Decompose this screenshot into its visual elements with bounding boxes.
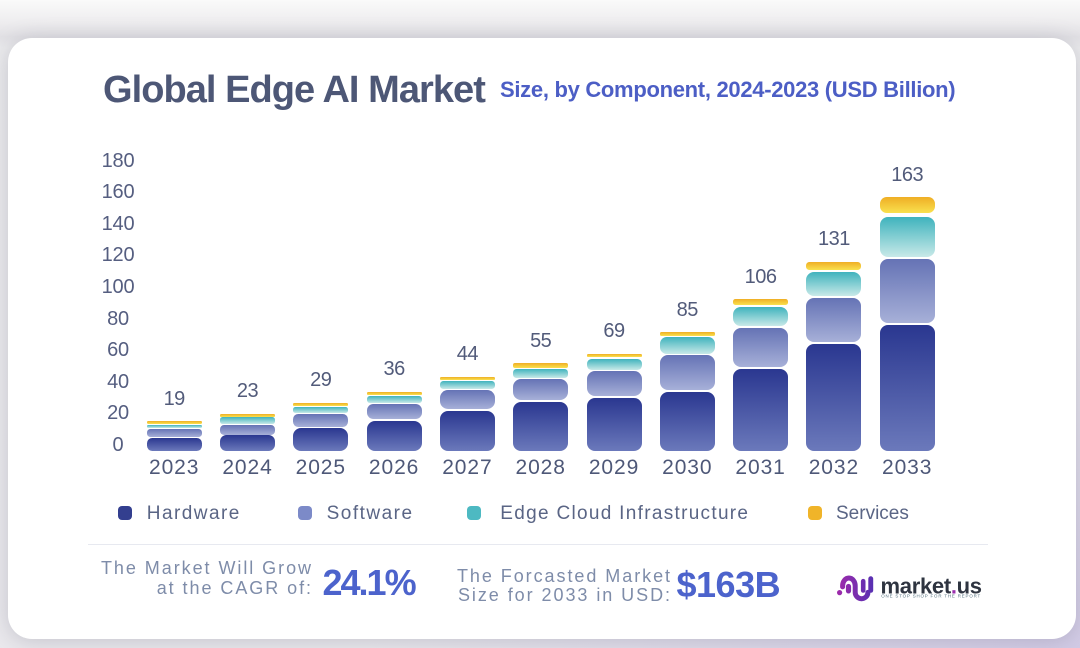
svg-text:ONE STOP SHOP FOR THE REPORT: ONE STOP SHOP FOR THE REPORT [881, 593, 981, 598]
svg-text:market.us: market.us [881, 573, 982, 598]
